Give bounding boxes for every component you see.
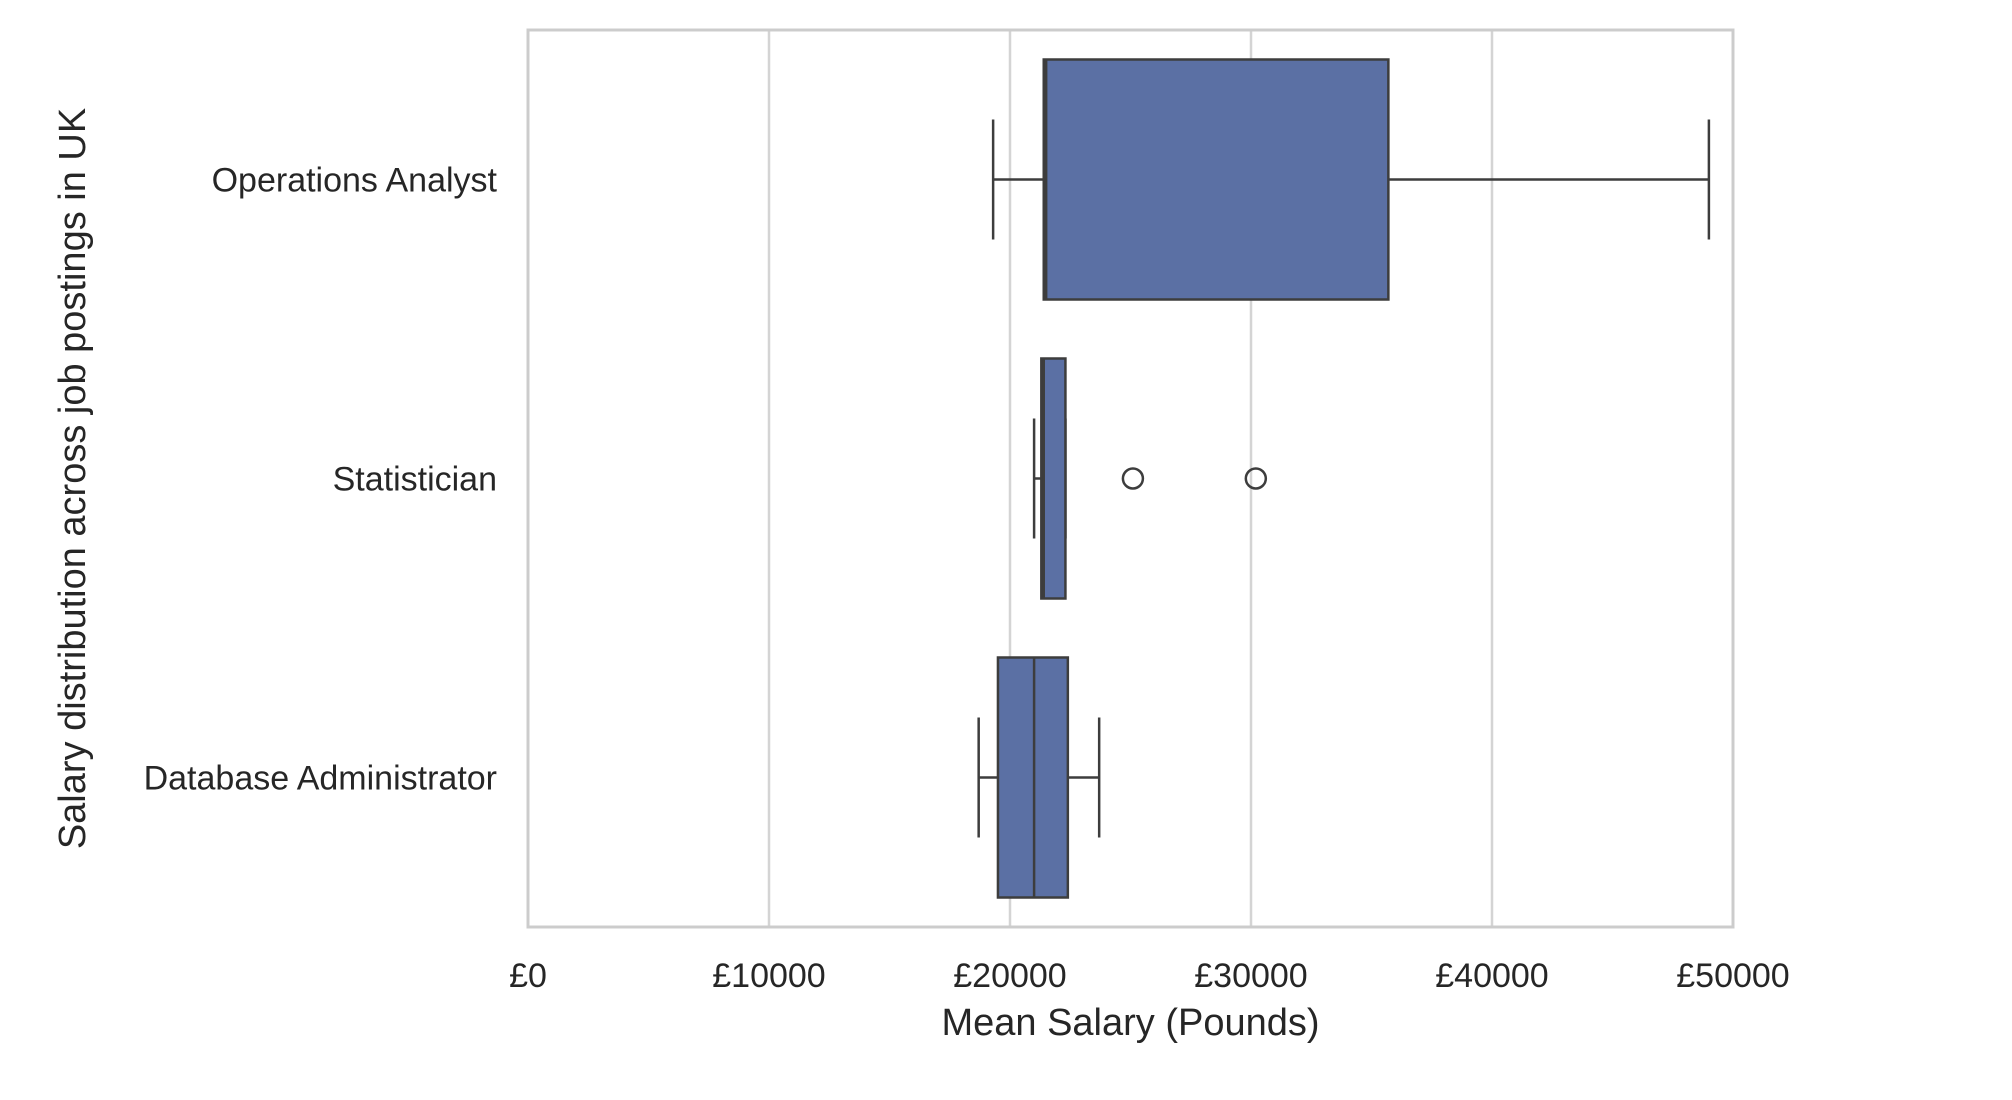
x-tick-label: £40000 bbox=[1435, 957, 1548, 995]
y-tick-label: Operations Analyst bbox=[212, 162, 498, 200]
y-axis-ticks: Operations Analyst Statistician Database A… bbox=[144, 162, 498, 798]
x-tick-label: £50000 bbox=[1676, 957, 1789, 995]
y-tick-label: Statistician bbox=[333, 461, 497, 499]
box-operations-analyst bbox=[991, 58, 1711, 301]
y-tick-label: Database Administrator bbox=[144, 760, 497, 798]
plot-frame bbox=[526, 28, 1735, 929]
outlier-point bbox=[1121, 467, 1145, 490]
x-tick-label: £0 bbox=[509, 957, 547, 995]
x-axis-title: Mean Salary (Pounds) bbox=[941, 1002, 1319, 1044]
y-axis-title: Salary distribution across job postings … bbox=[52, 108, 94, 849]
box-statistician bbox=[1032, 357, 1268, 600]
box-series bbox=[977, 58, 1711, 899]
x-tick-label: £10000 bbox=[712, 957, 825, 995]
x-tick-label: £20000 bbox=[953, 957, 1066, 995]
box-database-administrator bbox=[977, 656, 1101, 899]
x-axis-ticks: £0 £10000 £20000 £30000 £40000 £50000 bbox=[509, 957, 1790, 995]
box-iqr bbox=[1042, 58, 1390, 301]
outlier-point bbox=[1244, 467, 1268, 490]
box-iqr bbox=[1040, 357, 1067, 600]
x-tick-label: £30000 bbox=[1194, 957, 1307, 995]
